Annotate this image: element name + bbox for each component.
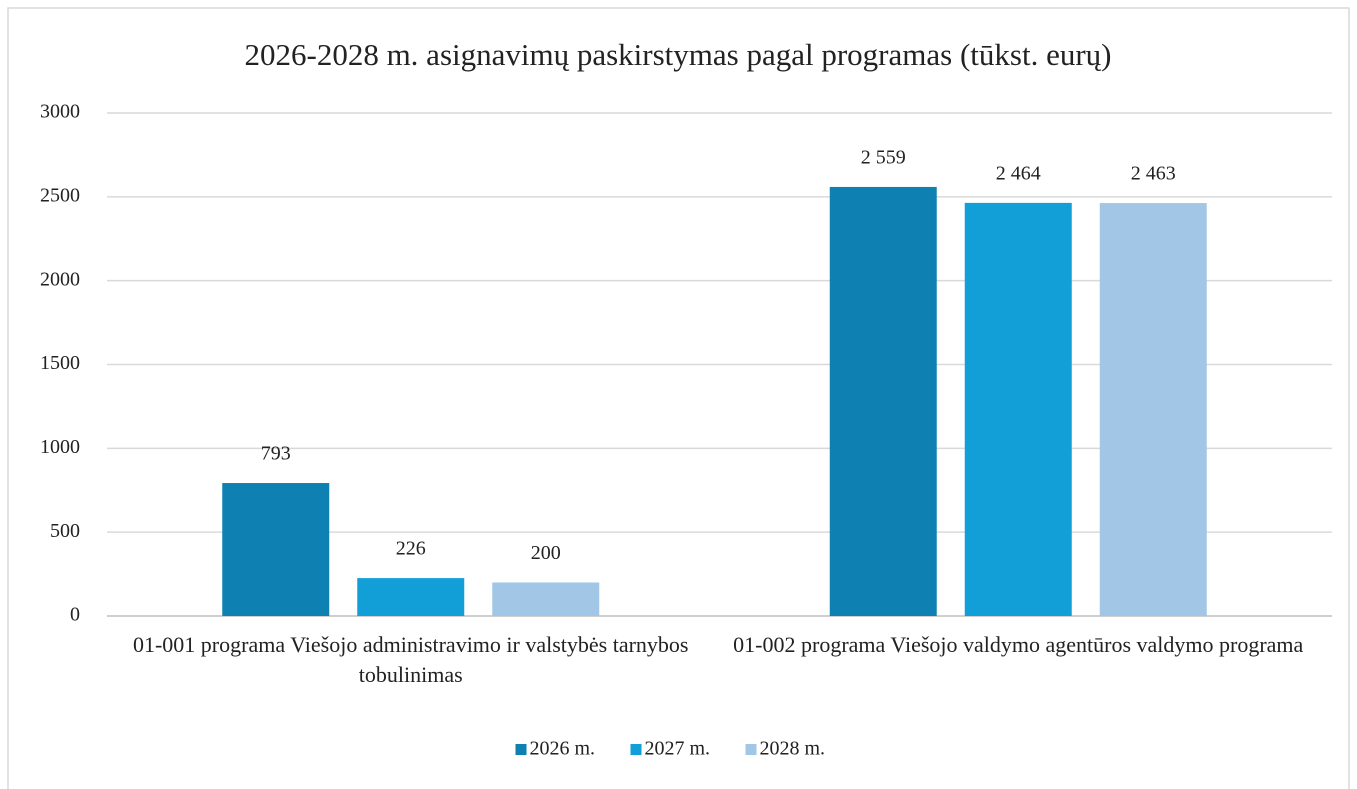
data-label: 200 bbox=[531, 542, 561, 564]
x-tick-label: 01-002 programa Viešojo valdymo agentūro… bbox=[733, 632, 1304, 657]
x-tick-label: 01-001 programa Viešojo administravimo i… bbox=[132, 632, 689, 687]
y-tick-label: 1000 bbox=[40, 436, 80, 458]
data-label: 793 bbox=[261, 443, 291, 465]
y-tick-label: 1500 bbox=[40, 352, 80, 374]
legend-label: 2027 m. bbox=[645, 738, 711, 760]
x-tick-label-box: 01-002 programa Viešojo valdymo agentūro… bbox=[733, 632, 1304, 657]
bar bbox=[964, 202, 1072, 617]
data-label: 2 463 bbox=[1131, 163, 1176, 185]
legend-swatch bbox=[745, 744, 757, 755]
bar bbox=[829, 186, 937, 617]
legend-swatch bbox=[630, 744, 642, 755]
y-tick-label: 3000 bbox=[40, 101, 80, 123]
x-tick-label-box: 01-001 programa Viešojo administravimo i… bbox=[132, 632, 689, 687]
bar bbox=[357, 578, 465, 616]
legend-swatch bbox=[515, 744, 527, 755]
y-tick-label: 2500 bbox=[40, 184, 80, 206]
y-tick-label: 500 bbox=[50, 520, 80, 542]
data-label: 2 464 bbox=[996, 162, 1041, 184]
bar bbox=[492, 582, 600, 616]
chart-title: 2026-2028 m. asignavimų paskirstymas pag… bbox=[245, 37, 1112, 72]
y-tick-label: 0 bbox=[70, 604, 80, 626]
legend-label: 2028 m. bbox=[760, 738, 826, 760]
data-label: 226 bbox=[396, 538, 426, 560]
legend-label: 2026 m. bbox=[530, 738, 596, 760]
bar bbox=[222, 483, 330, 616]
y-tick-label: 2000 bbox=[40, 268, 80, 290]
data-label: 2 559 bbox=[861, 147, 906, 169]
bar bbox=[1099, 203, 1207, 617]
